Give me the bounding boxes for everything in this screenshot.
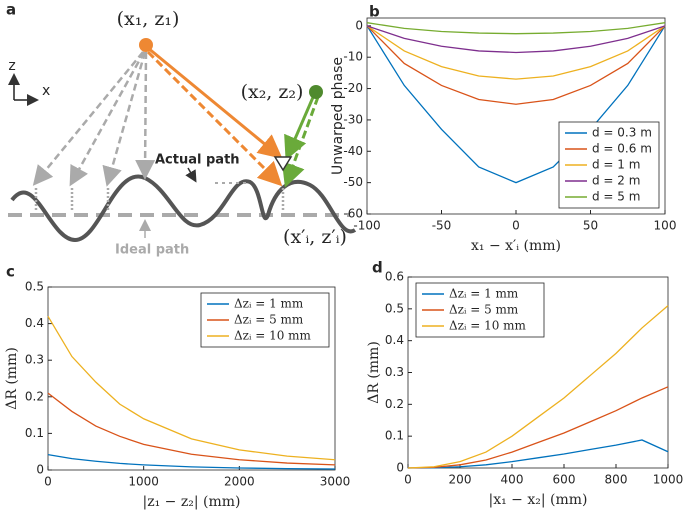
surface-label: (x′ᵢ, z′ᵢ) — [283, 226, 347, 248]
y-axis-label: ΔR (mm) — [4, 347, 20, 410]
series-line — [366, 25, 666, 184]
ray — [147, 46, 283, 159]
ray — [102, 51, 147, 187]
y-tick-label: 0.4 — [25, 316, 44, 330]
panel-label: b — [369, 3, 380, 21]
x-axis-label: x₁ − x′ᵢ (mm) — [471, 238, 561, 254]
legend: Δzᵢ = 1 mm Δzᵢ = 5 mm Δzᵢ = 10 mm — [415, 282, 545, 338]
series-line — [366, 25, 666, 80]
ray — [281, 96, 320, 188]
legend-label: d = 2 m — [592, 174, 640, 188]
x-tick-label: 1000 — [653, 473, 684, 487]
legend-label: d = 1 m — [592, 158, 640, 172]
x-tick-label: -50 — [432, 219, 452, 233]
ideal-label: Ideal path — [115, 243, 189, 258]
ray — [284, 94, 316, 161]
x-axis-label: |x₁ − x₂| (mm) — [488, 492, 587, 508]
y-tick-label: -50 — [343, 175, 363, 189]
legend-label: d = 0.6 m — [592, 142, 652, 156]
source-1 — [139, 38, 153, 52]
y-tick-label: -10 — [343, 50, 363, 64]
actual-label: Actual path — [155, 153, 240, 168]
series-line — [47, 392, 336, 466]
ray — [69, 51, 146, 187]
axis-z: z — [8, 58, 15, 74]
series-line — [47, 315, 336, 461]
ray — [135, 51, 156, 180]
series-line — [366, 25, 666, 54]
x-tick-label: 400 — [501, 473, 524, 487]
y-axis-label: Unwarped phase — [330, 57, 346, 175]
panel-label: c — [6, 263, 15, 281]
x-tick-label: 3000 — [320, 475, 351, 489]
x-tick-label: -100 — [353, 219, 380, 233]
y-axis-label: ΔR (mm) — [366, 341, 382, 404]
x-tick-label: 200 — [449, 473, 472, 487]
y-tick-label: 0.5 — [25, 280, 44, 294]
y-tick-label: -30 — [343, 112, 363, 126]
legend: d = 0.3 m d = 0.6 m d = 1 m d = 2 m d = 5 m — [558, 121, 660, 209]
source-2-label: (x₂, z₂) — [241, 81, 304, 103]
panel-label: d — [372, 259, 383, 277]
y-tick-label: 0.5 — [385, 301, 404, 315]
y-tick-label: 0.2 — [385, 397, 404, 411]
x-tick-label: 1000 — [128, 475, 159, 489]
axis-x: x — [42, 83, 50, 99]
series-line — [407, 305, 669, 469]
y-tick-label: -60 — [343, 207, 363, 221]
series-line — [47, 453, 336, 470]
y-tick-label: 0.2 — [25, 389, 44, 403]
y-tick-label: 0.3 — [385, 365, 404, 379]
y-tick-label: 0.1 — [25, 426, 44, 440]
legend-label: Δzᵢ = 10 mm — [449, 319, 527, 333]
legend-label: Δzᵢ = 10 mm — [234, 329, 312, 343]
y-tick-label: 0 — [355, 18, 363, 32]
x-tick-label: 50 — [583, 219, 598, 233]
legend-label: Δzᵢ = 1 mm — [449, 287, 519, 301]
pointer — [185, 167, 197, 183]
y-tick-label: -40 — [343, 144, 363, 158]
series-line — [366, 25, 666, 105]
y-tick-label: 0.3 — [25, 353, 44, 367]
y-tick-label: -20 — [343, 81, 363, 95]
legend-label: d = 0.3 m — [592, 126, 652, 140]
x-tick-label: 600 — [553, 473, 576, 487]
plot-box — [47, 286, 336, 471]
x-tick-label: 0 — [44, 475, 52, 489]
y-tick-label: 0.4 — [385, 333, 404, 347]
y-tick-label: 0 — [396, 461, 404, 475]
x-tick-label: 0 — [512, 219, 520, 233]
receiver — [273, 156, 293, 172]
y-tick-label: 0 — [36, 463, 44, 477]
x-tick-label: 2000 — [224, 475, 255, 489]
y-tick-label: 0.1 — [385, 429, 404, 443]
legend-label: d = 5 m — [592, 190, 640, 204]
x-tick-label: 0 — [404, 473, 412, 487]
x-axis-label: |z₁ − z₂| (mm) — [143, 494, 241, 510]
legend-label: Δzᵢ = 1 mm — [234, 297, 304, 311]
x-tick-label: 800 — [605, 473, 628, 487]
legend-label: Δzᵢ = 5 mm — [449, 303, 519, 317]
y-tick-label: 0.6 — [385, 270, 404, 284]
ray — [146, 50, 283, 187]
x-tick-label: 100 — [654, 219, 677, 233]
legend-label: Δzᵢ = 5 mm — [234, 313, 304, 327]
series-line — [407, 439, 669, 469]
source-2 — [309, 85, 323, 99]
panel-label: a — [6, 1, 16, 19]
ray — [32, 51, 144, 186]
series-line — [366, 22, 666, 35]
legend: Δzᵢ = 1 mm Δzᵢ = 5 mm Δzᵢ = 10 mm — [200, 292, 330, 348]
diagram: a (x₁, z₁) (x₂, z₂) (x′ᵢ, z′ᵢ) z x — [6, 1, 357, 258]
source-1-label: (x₁, z₁) — [117, 8, 180, 30]
series-line — [407, 386, 669, 469]
